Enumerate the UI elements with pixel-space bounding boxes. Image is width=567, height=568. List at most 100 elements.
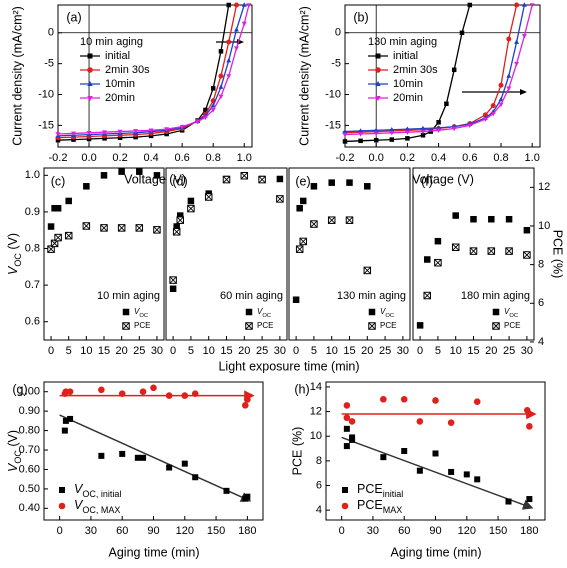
- marker: [389, 131, 395, 136]
- marker: [444, 101, 449, 107]
- x-tick-label: 120: [458, 525, 476, 537]
- x-tick-label: 10: [450, 345, 462, 357]
- marker-cross: [122, 322, 130, 330]
- marker: [487, 247, 496, 255]
- y-tick-label: 14: [310, 381, 322, 393]
- legend-label: PCE: [504, 321, 520, 330]
- x-tick-label: 60: [116, 525, 128, 537]
- marker: [245, 322, 253, 330]
- marker: [423, 291, 431, 300]
- x-tick-label: -0.2: [49, 152, 68, 164]
- marker: [195, 119, 201, 125]
- marker: [328, 179, 335, 186]
- marker: [470, 215, 477, 223]
- marker: [342, 139, 348, 144]
- panel-label: (b): [353, 10, 368, 24]
- marker: [82, 222, 91, 230]
- marker: [87, 53, 93, 59]
- label-part: V: [74, 498, 84, 512]
- marker: [523, 251, 531, 259]
- marker: [342, 128, 348, 134]
- marker: [150, 384, 157, 392]
- marker: [226, 2, 231, 8]
- x-tick-label: 20: [238, 345, 250, 357]
- x-axis-label: Voltage (V): [412, 172, 474, 186]
- label-part: initial: [383, 489, 404, 499]
- marker: [234, 26, 239, 32]
- marker: [432, 450, 439, 457]
- x-tick-label: 150: [489, 525, 507, 537]
- marker: [122, 308, 130, 316]
- x-tick-label: 0: [170, 345, 176, 357]
- marker: [226, 74, 232, 79]
- marker: [488, 215, 495, 223]
- x-tick-label: 150: [207, 525, 225, 537]
- y2-tick-label: 6: [538, 297, 544, 309]
- marker: [234, 2, 239, 8]
- marker-cross: [423, 291, 431, 300]
- marker-cross: [187, 205, 195, 213]
- marker: [87, 67, 93, 73]
- y-tick-label: 0.40: [19, 502, 40, 514]
- marker-cross: [169, 276, 177, 284]
- marker: [118, 390, 126, 397]
- marker: [506, 86, 512, 92]
- marker: [71, 131, 76, 137]
- x-tick-label: 25: [503, 345, 515, 357]
- marker: [276, 175, 284, 183]
- marker: [482, 117, 488, 122]
- marker: [292, 296, 300, 303]
- x-tick-label: 30: [151, 345, 163, 357]
- marker-cross: [240, 172, 248, 180]
- x-tick-label: 10: [326, 345, 338, 357]
- marker: [341, 502, 349, 510]
- label-part: (V): [6, 430, 20, 450]
- plot-frame: [57, 4, 253, 148]
- panel-label: (g): [12, 382, 27, 396]
- y-tick-label: 0.50: [19, 483, 40, 495]
- marker: [98, 452, 105, 459]
- x-tick-label: 5: [188, 345, 194, 357]
- marker: [514, 2, 520, 8]
- x-tick-label: 15: [220, 345, 232, 357]
- marker: [498, 82, 504, 88]
- marker: [342, 487, 348, 493]
- label-part: OC: [385, 313, 394, 319]
- marker: [368, 322, 376, 330]
- label-part: V: [380, 307, 386, 316]
- marker-cross: [310, 220, 318, 228]
- marker: [368, 308, 376, 316]
- marker-cross: [363, 266, 371, 274]
- marker: [498, 96, 504, 102]
- marker: [521, 2, 527, 7]
- curve: [344, 4, 471, 143]
- y2-tick-label: 4: [538, 336, 544, 348]
- marker: [423, 256, 431, 263]
- marker: [148, 128, 154, 134]
- marker: [100, 172, 108, 179]
- marker-cross: [345, 216, 354, 224]
- marker: [521, 34, 527, 39]
- marker: [244, 396, 251, 403]
- marker: [343, 425, 350, 432]
- marker: [434, 237, 442, 245]
- marker: [153, 226, 161, 234]
- marker: [434, 258, 442, 267]
- marker: [135, 224, 144, 232]
- legend-label: initial: [105, 50, 130, 62]
- x-axis-label: Voltage (V): [124, 172, 186, 186]
- marker: [295, 245, 304, 253]
- marker: [118, 168, 125, 175]
- marker-cross: [258, 176, 266, 184]
- marker: [204, 193, 213, 201]
- x-tick-label: 0: [57, 525, 63, 537]
- marker: [448, 468, 455, 475]
- x-tick-label: 0.0: [81, 152, 96, 164]
- marker: [373, 137, 379, 143]
- marker: [240, 171, 249, 180]
- legend-label: initial: [393, 50, 418, 62]
- marker: [436, 120, 441, 125]
- marker: [404, 130, 410, 135]
- marker: [86, 131, 92, 136]
- legend-label: 20min: [105, 92, 135, 104]
